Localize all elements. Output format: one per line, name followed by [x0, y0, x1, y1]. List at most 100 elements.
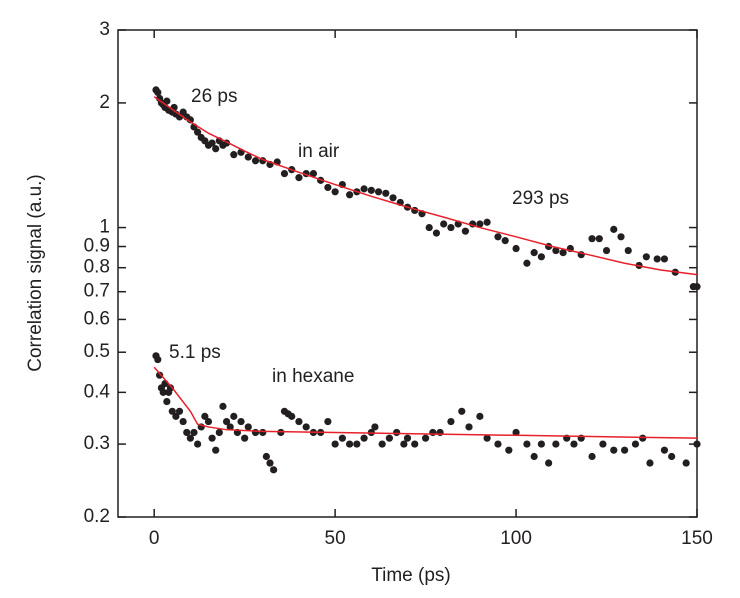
x-tick-label: 50 — [325, 528, 346, 549]
data-point — [512, 244, 520, 253]
y-tick-label: 0.4 — [84, 381, 111, 402]
data-point — [631, 440, 640, 448]
data-point — [425, 223, 433, 232]
data-point — [588, 235, 596, 243]
y-tick-label: 3 — [99, 19, 110, 40]
data-point — [212, 446, 220, 454]
data-point — [331, 188, 339, 196]
y-tick-label: 0.8 — [84, 257, 110, 278]
annotation: in hexane — [272, 366, 354, 387]
data-point — [346, 191, 354, 199]
data-point — [309, 169, 318, 178]
data-point — [505, 446, 513, 454]
data-point — [432, 229, 441, 237]
data-point — [461, 227, 469, 235]
data-point — [617, 233, 625, 241]
data-point — [440, 220, 448, 228]
data-point — [324, 417, 332, 426]
annotation: in air — [298, 141, 340, 162]
x-tick-label: 150 — [681, 528, 713, 549]
data-point — [371, 423, 379, 431]
y-tick-label: 0.2 — [84, 506, 110, 527]
data-point — [523, 259, 531, 267]
data-point — [494, 440, 502, 448]
data-point — [331, 440, 339, 448]
data-point — [552, 440, 560, 448]
data-point — [653, 255, 661, 263]
annotation: 26 ps — [191, 86, 237, 107]
data-point — [204, 417, 213, 426]
data-point — [194, 440, 202, 448]
fit-line — [153, 96, 698, 276]
y-axis-label: Correlation signal (a.u.) — [25, 174, 46, 371]
data-point — [530, 452, 538, 461]
data-point — [421, 434, 430, 442]
data-point — [530, 249, 538, 257]
annotation: 293 ps — [512, 188, 569, 209]
data-point — [537, 440, 545, 448]
x-tick-label: 100 — [500, 528, 532, 549]
data-point — [537, 253, 545, 261]
data-point — [501, 237, 509, 245]
data-point — [259, 428, 267, 437]
data-point — [595, 235, 603, 243]
data-point — [163, 97, 171, 105]
data-point — [429, 428, 437, 437]
data-point — [599, 440, 607, 448]
data-point — [338, 434, 346, 442]
data-point — [262, 452, 270, 461]
data-point — [175, 407, 184, 415]
data-point — [588, 452, 596, 461]
data-point — [512, 428, 520, 437]
data-point — [168, 407, 176, 415]
data-point — [476, 220, 484, 228]
data-point — [476, 412, 484, 420]
plot-frame — [117, 29, 698, 518]
data-point — [324, 183, 332, 192]
data-point — [660, 255, 669, 263]
data-point — [385, 434, 394, 442]
data-point — [610, 446, 618, 454]
data-point — [288, 412, 296, 420]
data-point — [559, 249, 567, 257]
data-point — [208, 139, 216, 147]
data-point — [367, 186, 375, 194]
data-point — [226, 423, 234, 431]
y-tick-label: 2 — [99, 92, 110, 113]
data-point — [393, 428, 401, 437]
x-axis-label: Time (ps) — [371, 565, 451, 586]
data-point — [302, 423, 310, 431]
data-point — [374, 188, 383, 196]
data-point — [610, 225, 618, 233]
data-point — [389, 194, 397, 202]
y-tick-label: 0.5 — [84, 341, 110, 362]
data-point — [280, 169, 289, 178]
data-point — [403, 434, 412, 442]
data-point — [215, 428, 223, 437]
data-point — [179, 417, 187, 426]
data-point — [219, 402, 227, 410]
data-point — [194, 128, 202, 136]
data-point — [163, 397, 171, 406]
data-point — [244, 153, 252, 161]
data-point — [693, 283, 701, 291]
data-point — [154, 88, 162, 97]
data-point — [378, 440, 386, 448]
data-point — [602, 246, 611, 255]
data-point — [458, 407, 466, 415]
data-point — [166, 384, 175, 392]
data-point — [682, 459, 690, 467]
y-tick-label: 0.6 — [84, 308, 110, 329]
data-point — [382, 189, 390, 197]
data-point — [668, 452, 676, 461]
data-point — [483, 218, 491, 226]
data-point — [483, 434, 491, 442]
data-point — [660, 446, 669, 454]
data-point — [346, 440, 354, 448]
data-point — [183, 428, 191, 437]
data-point — [642, 253, 650, 261]
data-point — [639, 434, 647, 442]
data-point — [545, 459, 553, 467]
data-point — [447, 223, 455, 232]
